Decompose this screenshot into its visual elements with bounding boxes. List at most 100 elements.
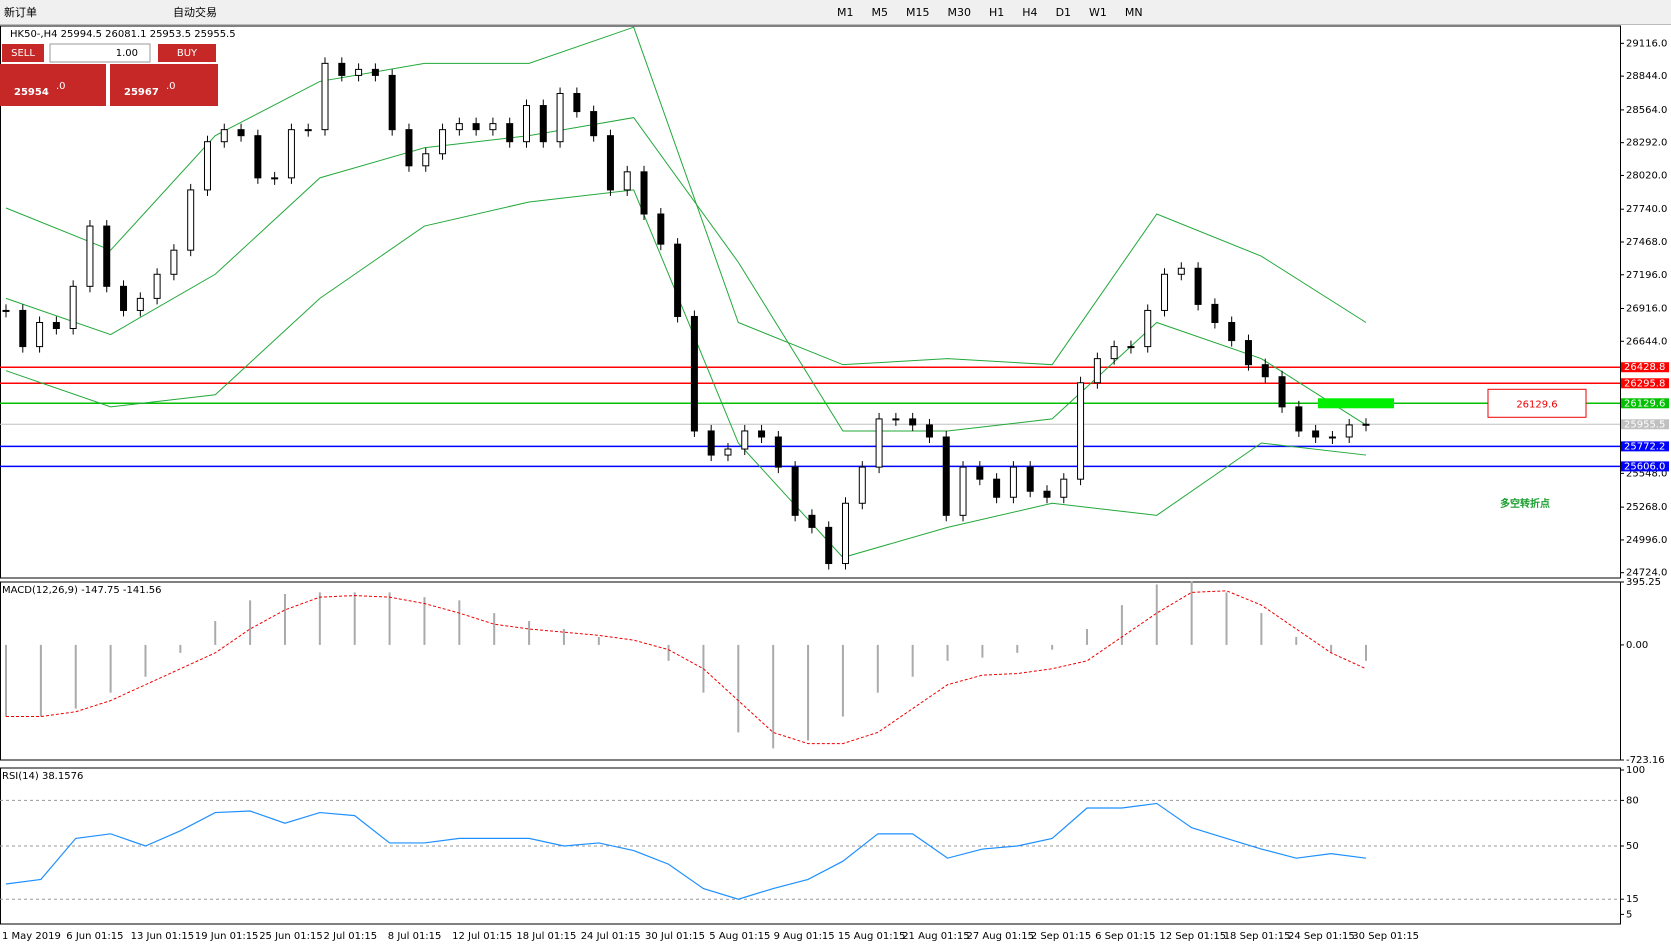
candle: [338, 62, 346, 76]
timeframe[interactable]: D1: [1055, 5, 1072, 19]
band: [5, 117, 1367, 432]
candle: [52, 321, 60, 330]
candle: [1161, 273, 1169, 311]
x-tick-label: 24 Sep 01:15: [1288, 931, 1355, 942]
macd-bar: [597, 636, 600, 645]
candle: [120, 285, 128, 311]
sell-button[interactable]: [2, 44, 44, 62]
toolbar: 新订单 自动交易 M1 M5 M15 M30 H1 H4 D1 W1 MN: [0, 0, 1671, 25]
candle: [1345, 424, 1353, 438]
buy-price-box: [110, 64, 218, 106]
candle: [522, 105, 530, 143]
candle: [1110, 346, 1118, 360]
macd-bar: [1120, 605, 1123, 645]
candle: [556, 92, 564, 143]
sell-price: 25954: [14, 87, 49, 98]
candle: [774, 436, 782, 468]
macd-signal: [6, 590, 1367, 745]
macd-bar: [214, 621, 217, 645]
candle: [388, 74, 396, 131]
timeframe[interactable]: H1: [989, 5, 1005, 19]
candle: [640, 171, 648, 215]
x-tick-label: 6 Jun 01:15: [66, 931, 123, 942]
timeframe[interactable]: M15: [906, 5, 930, 19]
timeframe[interactable]: H4: [1022, 5, 1038, 19]
x-tick-label: 18 Jul 01:15: [516, 931, 576, 942]
candle: [1043, 490, 1051, 498]
x-tick-label: 2 Sep 01:15: [1031, 931, 1091, 942]
candle: [170, 249, 178, 275]
candle: [993, 478, 1001, 498]
macd-bar: [74, 644, 77, 709]
x-tick-label: 12 Sep 01:15: [1159, 931, 1226, 942]
candle: [422, 153, 430, 167]
x-tick-label: 8 Jul 01:15: [388, 931, 442, 942]
x-tick-label: 1 May 2019: [2, 931, 61, 942]
candle: [892, 418, 900, 421]
level-label: 26295.8: [1624, 378, 1665, 389]
buy-label: BUY: [177, 48, 198, 59]
candle: [439, 129, 447, 155]
annotation-box: [1487, 388, 1587, 418]
macd-bar: [39, 644, 42, 717]
timeframe[interactable]: M30: [947, 5, 972, 19]
level-label: 26428.8: [1624, 362, 1665, 373]
macd-bar: [458, 600, 461, 645]
candle: [304, 129, 312, 132]
x-tick-label: 19 Jun 01:15: [195, 931, 259, 942]
candle: [2, 309, 10, 312]
macd-bar: [841, 644, 844, 717]
candle: [254, 135, 262, 179]
sell-frac: .0: [56, 81, 66, 92]
candle: [472, 123, 480, 131]
candle: [573, 92, 581, 113]
candle: [1093, 358, 1101, 384]
x-tick-label: 30 Sep 01:15: [1352, 931, 1419, 942]
timeframe[interactable]: M5: [871, 5, 889, 19]
candle: [623, 171, 631, 191]
lots: 1.00: [116, 48, 138, 59]
x-tick-label: 25 Jun 01:15: [259, 931, 323, 942]
y-tick-label: 27740.0: [1626, 204, 1667, 215]
annotation: 26129.6: [1516, 399, 1557, 410]
candle: [36, 321, 44, 348]
candle: [1244, 340, 1252, 366]
timeframe[interactable]: M1: [837, 5, 854, 19]
candle: [808, 514, 816, 528]
candle: [237, 129, 245, 137]
candle: [69, 285, 77, 330]
candle: [842, 502, 850, 565]
level-label: 25606.0: [1624, 461, 1665, 472]
panel: [0, 581, 1621, 761]
macd-bar: [807, 644, 810, 741]
sell-price-box: [0, 64, 106, 106]
candle: [355, 68, 363, 76]
y-tick-label: 100: [1626, 765, 1645, 776]
note: 多空转折点: [1500, 497, 1550, 510]
candle: [858, 466, 866, 504]
timeframe[interactable]: W1: [1089, 5, 1107, 19]
macd-bar: [353, 592, 356, 645]
y-tick-label: 24996.0: [1626, 535, 1667, 546]
candle: [959, 466, 967, 516]
macd-bar: [493, 613, 496, 645]
timeframe[interactable]: MN: [1124, 5, 1143, 19]
candle: [758, 430, 766, 438]
candle: [506, 123, 514, 143]
macd-bar: [5, 644, 7, 717]
panel: [0, 25, 1621, 579]
candle: [371, 68, 379, 76]
y-tick-label: 26916.0: [1626, 304, 1667, 315]
level-label: 25955.5: [1624, 419, 1665, 430]
candle: [321, 62, 329, 131]
macd-bar: [876, 644, 879, 693]
new-order[interactable]: 新订单: [4, 6, 37, 19]
auto-trading[interactable]: 自动交易: [173, 6, 217, 19]
macd-bar: [1225, 592, 1228, 645]
candle: [1362, 423, 1370, 426]
macd-bar: [562, 628, 565, 645]
y-tick-label: 80: [1626, 795, 1639, 806]
y-tick-label: 395.25: [1626, 577, 1661, 588]
buy-button[interactable]: [158, 44, 216, 62]
macd-bar: [667, 644, 670, 661]
